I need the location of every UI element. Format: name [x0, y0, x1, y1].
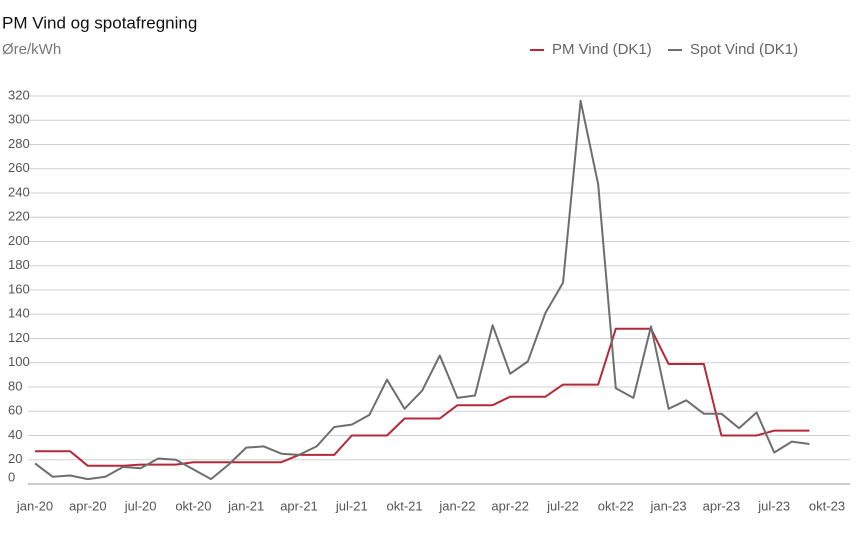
- y-tick-label: 300: [8, 112, 30, 127]
- x-tick-label: okt-22: [598, 498, 634, 513]
- x-tick-label: okt-20: [175, 498, 211, 513]
- legend-label: Spot Vind (DK1): [690, 41, 798, 58]
- x-tick-label: jul-21: [335, 498, 368, 513]
- x-tick-label: jan-21: [227, 498, 264, 513]
- y-axis-label: Øre/kWh: [2, 41, 61, 58]
- x-tick-label: okt-21: [387, 498, 423, 513]
- y-tick-label: 120: [8, 330, 30, 345]
- y-tick-label: 200: [8, 233, 30, 248]
- x-tick-label: jul-22: [546, 498, 579, 513]
- y-tick-label: 60: [8, 403, 22, 418]
- y-tick-label: 260: [8, 160, 30, 175]
- y-tick-label: 140: [8, 306, 30, 321]
- x-tick-label: okt-23: [809, 498, 845, 513]
- x-tick-label: apr-22: [491, 498, 529, 513]
- y-tick-label: 20: [8, 451, 22, 466]
- x-tick-label: apr-23: [703, 498, 741, 513]
- x-tick-label: jan-20: [16, 498, 53, 513]
- series-line: [34, 99, 810, 481]
- legend-label: PM Vind (DK1): [552, 41, 652, 58]
- y-tick-label: 240: [8, 184, 30, 199]
- y-tick-label: 220: [8, 209, 30, 224]
- y-tick-label: 320: [8, 87, 30, 102]
- y-tick-label: 160: [8, 281, 30, 296]
- y-tick-label: 40: [8, 427, 22, 442]
- x-tick-label: jan-23: [650, 498, 687, 513]
- y-tick-label: 100: [8, 354, 30, 369]
- chart-title: PM Vind og spotafregning: [2, 13, 197, 32]
- y-tick-label: 280: [8, 136, 30, 151]
- y-tick-label: 80: [8, 378, 22, 393]
- x-tick-label: apr-21: [280, 498, 318, 513]
- y-tick-label: 180: [8, 257, 30, 272]
- x-tick-label: jan-22: [438, 498, 475, 513]
- series-line: [35, 327, 810, 467]
- x-tick-label: apr-20: [69, 498, 107, 513]
- x-tick-label: jul-23: [757, 498, 790, 513]
- x-tick-label: jul-20: [124, 498, 157, 513]
- y-tick-label: 0: [8, 469, 15, 484]
